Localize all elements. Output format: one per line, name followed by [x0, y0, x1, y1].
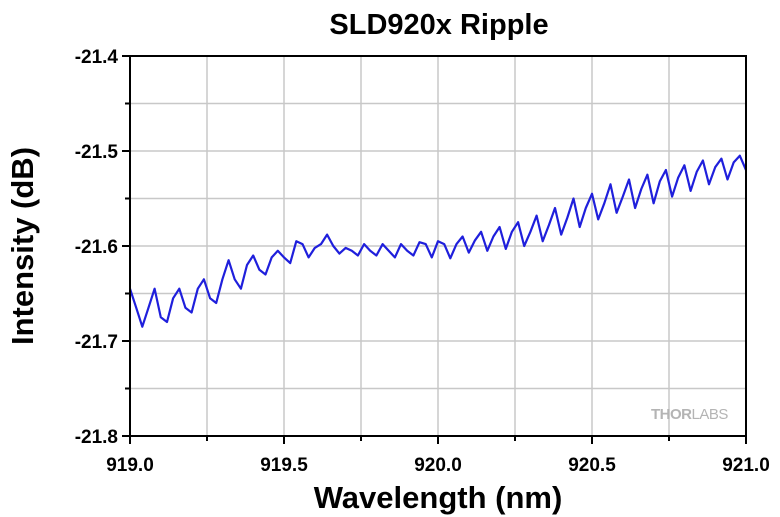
x-tick-label: 921.0	[722, 455, 770, 476]
series-line	[128, 154, 748, 328]
logo-prefix: THOR	[651, 406, 692, 423]
thorlabs-logo: THORLABS	[651, 406, 728, 423]
y-tick-label: -21.4	[75, 47, 119, 68]
axis-ticks	[122, 55, 747, 444]
y-tick-label: -21.6	[75, 237, 118, 258]
y-axis-label: Intensity (dB)	[5, 147, 40, 345]
grid	[129, 55, 747, 437]
x-axis-label: Wavelength (nm)	[314, 480, 563, 515]
x-tick-label: 919.5	[260, 455, 308, 476]
x-tick-label: 919.0	[106, 455, 154, 476]
x-tick-labels: 919.0 919.5 920.0 920.5 921.0	[106, 455, 770, 476]
y-tick-label: -21.7	[75, 332, 118, 353]
x-tick-label: 920.0	[414, 455, 462, 476]
x-tick-label: 920.5	[568, 455, 616, 476]
y-tick-label: -21.8	[75, 427, 118, 448]
chart-title: SLD920x Ripple	[329, 9, 548, 41]
logo-suffix: LABS	[692, 406, 729, 423]
y-tick-label: -21.5	[75, 142, 119, 163]
y-tick-labels: -21.4 -21.5 -21.6 -21.7 -21.8	[75, 47, 119, 448]
series-layer	[128, 154, 748, 328]
